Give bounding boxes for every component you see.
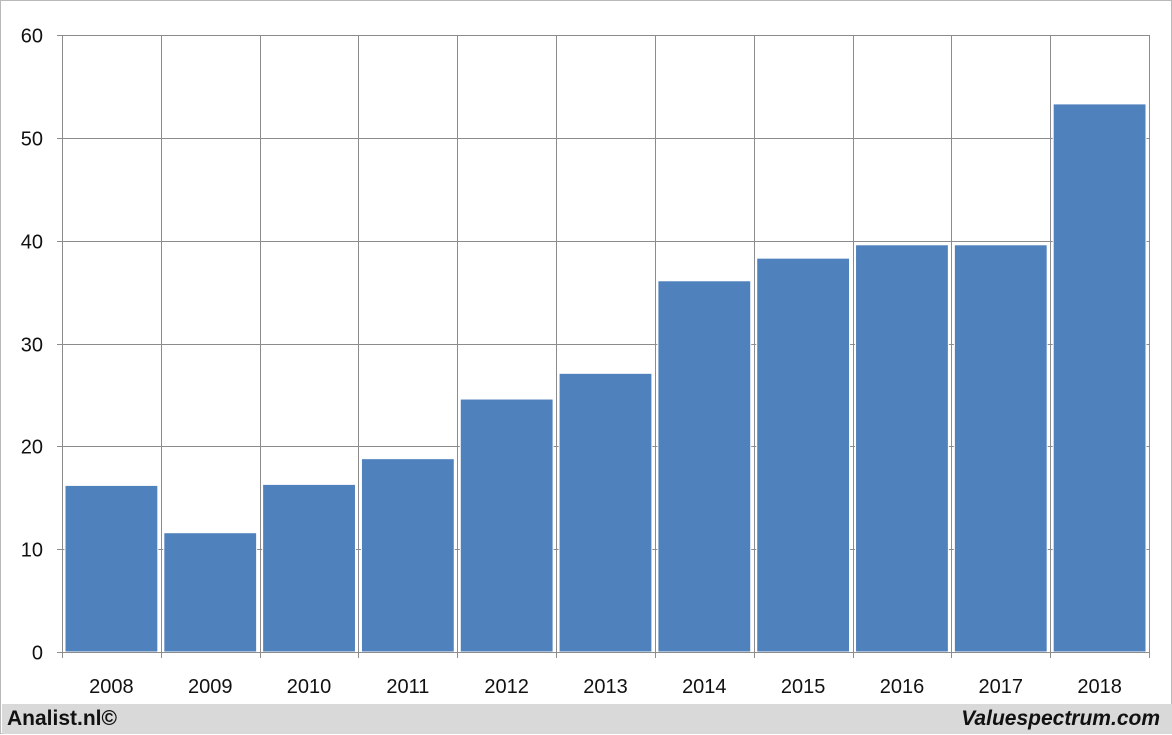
bar-2013 — [558, 372, 653, 653]
footer-credit-left: Analist.nl© — [7, 707, 117, 730]
x-tick-label: 2012 — [484, 676, 529, 698]
footer-credit-right: Valuespectrum.com — [961, 707, 1160, 730]
bar-2014 — [657, 280, 752, 653]
bar-2016 — [855, 244, 949, 653]
x-tick-label: 2014 — [682, 676, 727, 698]
y-tick-labels: 0 10 20 30 40 50 60 — [21, 26, 43, 665]
x-tick-label: 2008 — [89, 676, 134, 698]
y-tick-label: 30 — [21, 335, 43, 357]
x-tick-label: 2015 — [781, 676, 826, 698]
bar-2017 — [953, 244, 1048, 653]
bar-2015 — [756, 257, 851, 653]
bar-2012 — [459, 398, 554, 653]
y-tick-label: 40 — [21, 232, 43, 254]
y-tick-label: 0 — [32, 643, 43, 665]
y-tick-label: 50 — [21, 129, 43, 151]
axes — [57, 35, 1150, 658]
footer-bar: Analist.nl© Valuespectrum.com — [2, 704, 1172, 734]
y-tick-label: 60 — [21, 26, 43, 48]
x-tick-label: 2011 — [386, 676, 429, 698]
bar-2009 — [163, 532, 258, 653]
x-tick-labels: 2008 2009 2010 2011 2012 2013 2014 2015 2016 2017… — [89, 676, 1122, 698]
y-tick-label: 20 — [21, 437, 43, 459]
bar-2018 — [1052, 103, 1147, 653]
bar-2011 — [360, 458, 455, 653]
grid-lines — [62, 35, 1150, 652]
bar-2008 — [64, 484, 159, 653]
y-tick-label: 10 — [21, 540, 43, 562]
x-tick-label: 2010 — [287, 676, 332, 698]
bars — [64, 103, 1147, 653]
x-tick-label: 2009 — [188, 676, 233, 698]
x-tick-label: 2018 — [1077, 676, 1122, 698]
x-tick-label: 2013 — [583, 676, 628, 698]
x-tick-label: 2017 — [979, 676, 1024, 698]
bar-2010 — [262, 483, 356, 653]
x-tick-label: 2016 — [880, 676, 925, 698]
